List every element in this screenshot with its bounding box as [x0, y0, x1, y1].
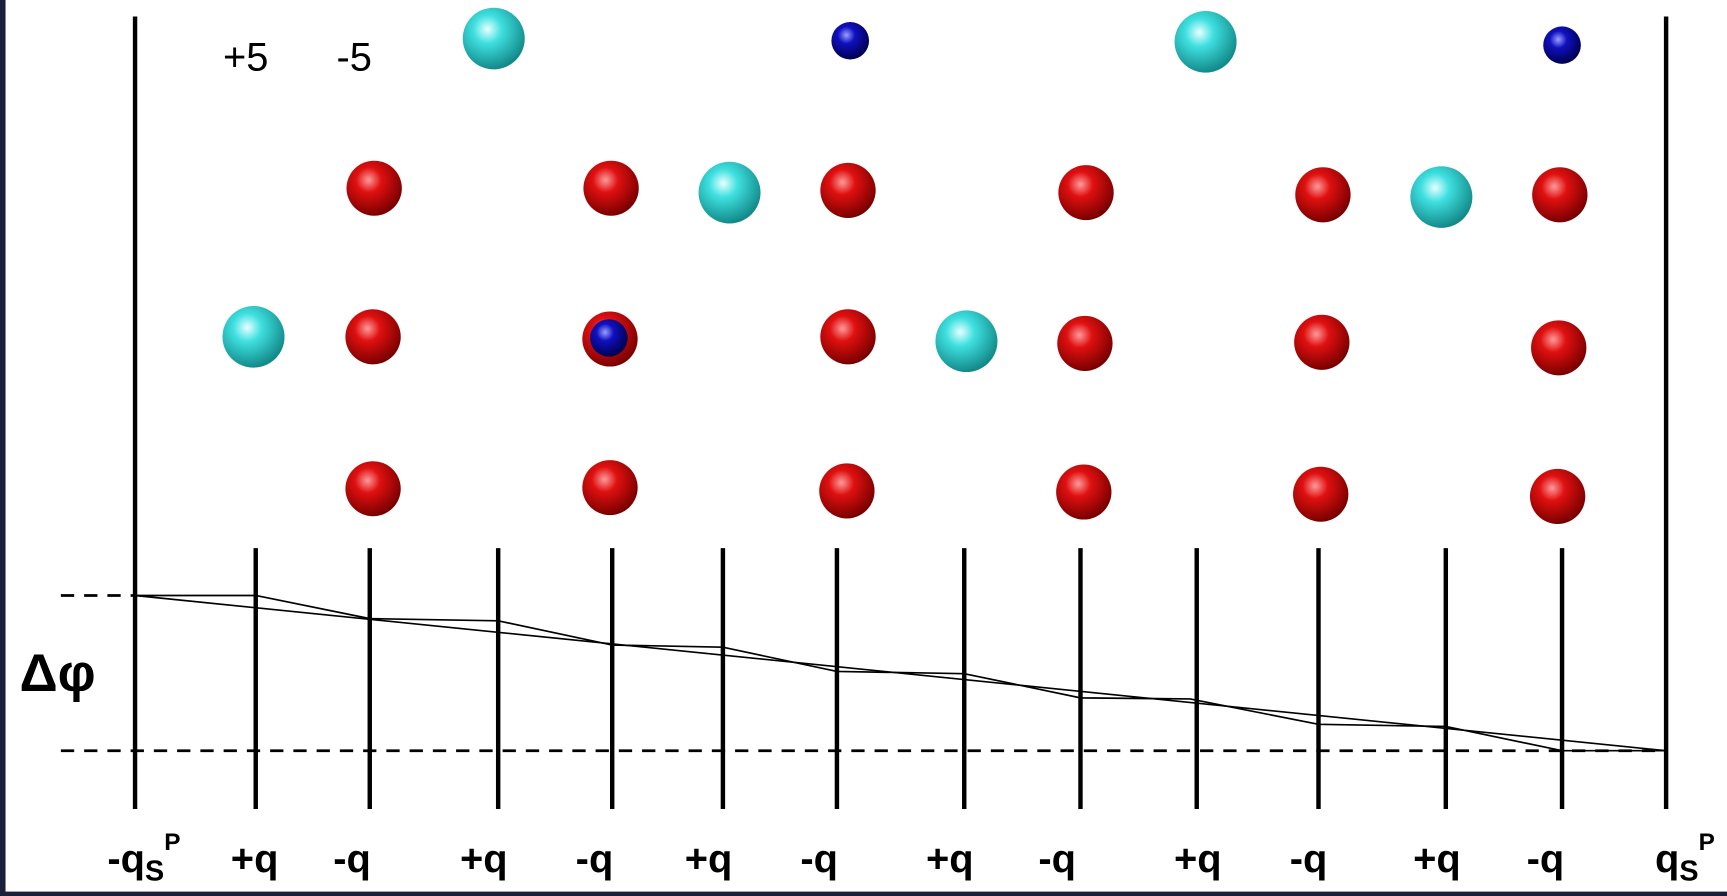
oxygen-atom	[347, 161, 402, 216]
charge-label: +5	[223, 36, 268, 80]
label-main: -q	[1290, 837, 1328, 881]
cation-atom	[1410, 166, 1472, 228]
site-label: qSP	[1655, 829, 1715, 888]
oxygen-atom	[1057, 316, 1112, 371]
frame-edge	[0, 892, 1727, 896]
label-main: -q	[576, 837, 614, 881]
dopant-atom	[831, 22, 869, 59]
potential-label: Δφ	[19, 644, 95, 703]
charge-label: -5	[337, 36, 372, 80]
label-main: +q	[231, 837, 279, 881]
label-sup: P	[1699, 829, 1715, 856]
label-main: +q	[1174, 837, 1222, 881]
oxygen-atom	[820, 163, 875, 218]
label-sub: S	[1679, 856, 1698, 888]
site-label: -q	[1038, 837, 1076, 881]
label-main: +q	[1413, 837, 1461, 881]
cation-atom	[1175, 11, 1237, 73]
cation-atom	[699, 162, 761, 224]
site-label: -qSP	[107, 829, 180, 888]
label-main: +q	[685, 837, 733, 881]
site-label: +q	[685, 837, 733, 881]
dashed-levels	[61, 595, 1666, 750]
label-main: +q	[460, 837, 508, 881]
cation-atom	[935, 310, 997, 372]
site-label: -q	[576, 837, 614, 881]
oxygen-atom	[1531, 320, 1586, 375]
oxygen-atom	[1058, 165, 1113, 220]
site-label: +q	[460, 837, 508, 881]
label-main: -q	[1038, 837, 1076, 881]
atoms	[223, 8, 1588, 524]
site-label: -q	[333, 837, 371, 881]
label-main: -q	[107, 837, 145, 881]
site-label: -q	[1527, 837, 1565, 881]
label-sup: P	[164, 829, 180, 856]
oxygen-atom	[1532, 167, 1587, 222]
dopant-atom	[1543, 26, 1581, 63]
cation-atom	[463, 8, 525, 70]
oxygen-atom	[819, 463, 874, 518]
oxygen-atom	[345, 461, 400, 516]
planes	[256, 548, 1562, 809]
site-label: +q	[1174, 837, 1222, 881]
oxygen-atom	[582, 460, 637, 515]
site-label: +q	[231, 837, 279, 881]
oxygen-atom	[1295, 167, 1350, 222]
site-label: -q	[1290, 837, 1328, 881]
frame-edge	[0, 0, 6, 896]
oxygen-atom	[1293, 467, 1348, 522]
oxygen-atom	[1056, 465, 1111, 520]
oxygen-atom	[820, 309, 875, 364]
label-main: +q	[926, 837, 974, 881]
site-label: +q	[1413, 837, 1461, 881]
dopant-atom	[590, 319, 628, 356]
cation-atom	[223, 306, 285, 368]
label-sub: S	[145, 856, 164, 888]
label-main: -q	[800, 837, 838, 881]
diagram: +5 -5 Δφ -qSP+q-q+q-q+q-q+q-q+q-q+q-qqSP	[0, 0, 1727, 896]
site-label: -q	[800, 837, 838, 881]
boundaries	[135, 17, 1666, 810]
oxygen-atom	[1294, 315, 1349, 370]
oxygen-atom	[345, 309, 400, 364]
label-main: -q	[333, 837, 371, 881]
oxygen-atom	[583, 161, 638, 216]
label-main: q	[1655, 837, 1679, 881]
oxygen-atom	[1530, 469, 1585, 524]
site-label: +q	[926, 837, 974, 881]
label-main: -q	[1527, 837, 1565, 881]
